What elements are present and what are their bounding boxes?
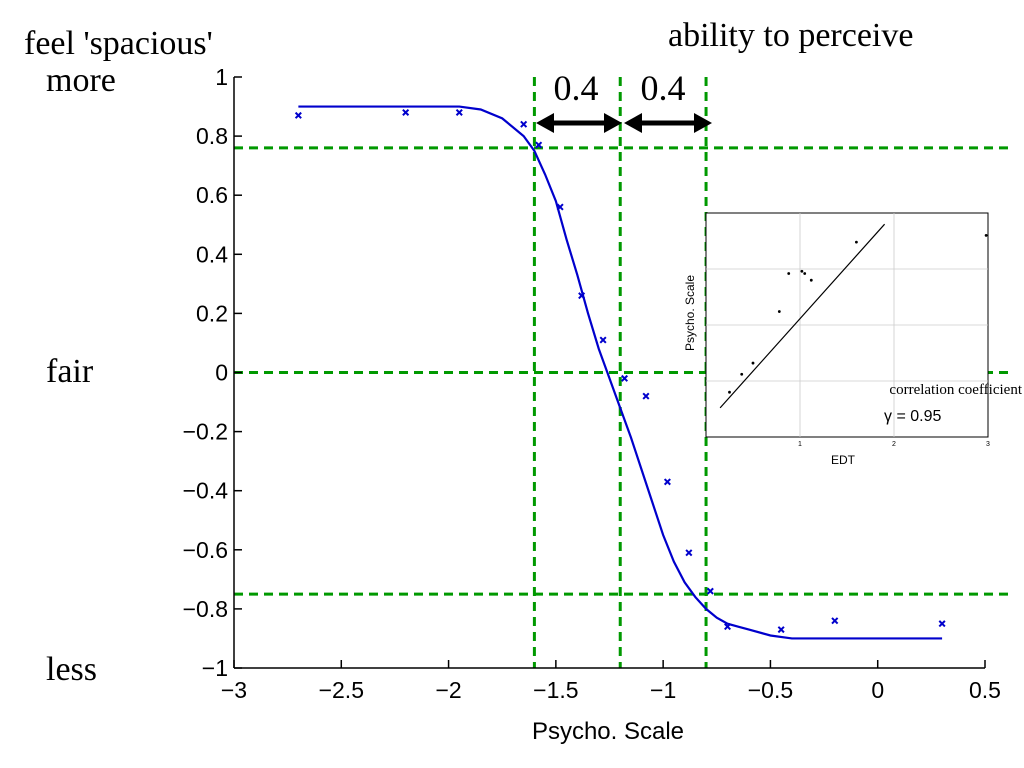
inset-x-label: EDT — [831, 453, 856, 467]
gap-arrows — [536, 113, 712, 133]
x-tick-label: −0.5 — [748, 677, 793, 703]
data-point — [706, 587, 714, 595]
inset-point — [787, 272, 791, 275]
gap-arrow-left-head-r — [604, 113, 622, 133]
y-tick-label: 0.6 — [196, 182, 228, 208]
inset-point — [777, 310, 781, 313]
data-point — [535, 141, 543, 149]
inset-point — [855, 240, 858, 244]
x-tick-label: −3 — [221, 677, 247, 703]
inset-point — [728, 390, 731, 394]
data-point — [294, 111, 302, 119]
inset-note: correlation coefficient — [889, 382, 1022, 398]
annotation-less: less — [46, 651, 97, 688]
inset-x-tick-label: 2 — [892, 441, 896, 448]
inset-point — [800, 269, 804, 273]
inset-fit-line — [719, 223, 886, 409]
data-point — [938, 620, 946, 628]
inset-y-label: Psycho. Scale — [683, 275, 697, 351]
inset-point — [984, 234, 988, 237]
data-point — [520, 120, 528, 128]
x-tick-label: 0.5 — [969, 677, 1001, 703]
y-tick-label: −0.4 — [183, 478, 229, 504]
data-point — [455, 108, 463, 116]
gap-label-right: 0.4 — [641, 68, 686, 108]
y-tick-label: 0 — [215, 360, 228, 386]
inset-point — [740, 372, 744, 376]
data-point — [831, 617, 839, 625]
gap-arrow-right-head-r — [694, 113, 712, 133]
inset-x-tick-label: 3 — [986, 441, 990, 448]
y-tick-label: −0.8 — [183, 596, 228, 622]
annotation-right-title: ability to perceive — [668, 17, 913, 54]
y-tick-label: 1 — [215, 64, 228, 90]
x-tick-label: −1.5 — [533, 677, 578, 703]
data-points — [294, 108, 946, 634]
x-axis-label: Psycho. Scale — [532, 718, 684, 745]
inset-chart: 1 2 3 EDT Psycho. Scale correlation coefficie… — [683, 212, 1023, 467]
x-tick-label: −1 — [650, 677, 676, 703]
data-point — [578, 292, 586, 300]
data-point — [642, 392, 650, 400]
annotation-fair: fair — [46, 353, 94, 390]
axes: 10.80.60.40.20−0.2−0.4−0.6−0.8−1−3 −2.5 −2… — [183, 64, 1001, 703]
fitted-curve — [298, 105, 943, 640]
data-point — [621, 374, 629, 382]
x-tick-label: −2 — [435, 677, 461, 703]
annotation-left-title: feel 'spacious' — [24, 25, 213, 62]
inset-gamma: γ = 0.95 — [884, 408, 941, 425]
y-tick-label: −0.2 — [183, 419, 228, 445]
data-point — [777, 626, 785, 634]
curve-line — [298, 105, 943, 640]
y-tick-label: 0.4 — [196, 241, 228, 267]
inset-point — [809, 278, 813, 282]
y-tick-label: −0.6 — [183, 537, 228, 563]
data-point — [724, 623, 732, 631]
gap-arrow-left-head-l — [536, 113, 554, 133]
data-point — [685, 549, 693, 557]
data-point — [599, 336, 607, 344]
gap-label-left: 0.4 — [554, 68, 599, 108]
annotation-more: more — [46, 62, 116, 99]
inset-point — [751, 361, 755, 365]
inset-point — [803, 272, 807, 275]
inset-x-tick-label: 1 — [798, 441, 802, 448]
data-point — [663, 478, 671, 486]
y-tick-label: −1 — [202, 655, 228, 681]
y-tick-label: 0.2 — [196, 300, 228, 326]
data-point — [402, 108, 410, 116]
gap-arrow-right-head-l — [624, 113, 642, 133]
x-tick-label: 0 — [871, 677, 884, 703]
x-tick-label: −2.5 — [319, 677, 364, 703]
data-point — [556, 203, 564, 211]
y-tick-label: 0.8 — [196, 123, 228, 149]
